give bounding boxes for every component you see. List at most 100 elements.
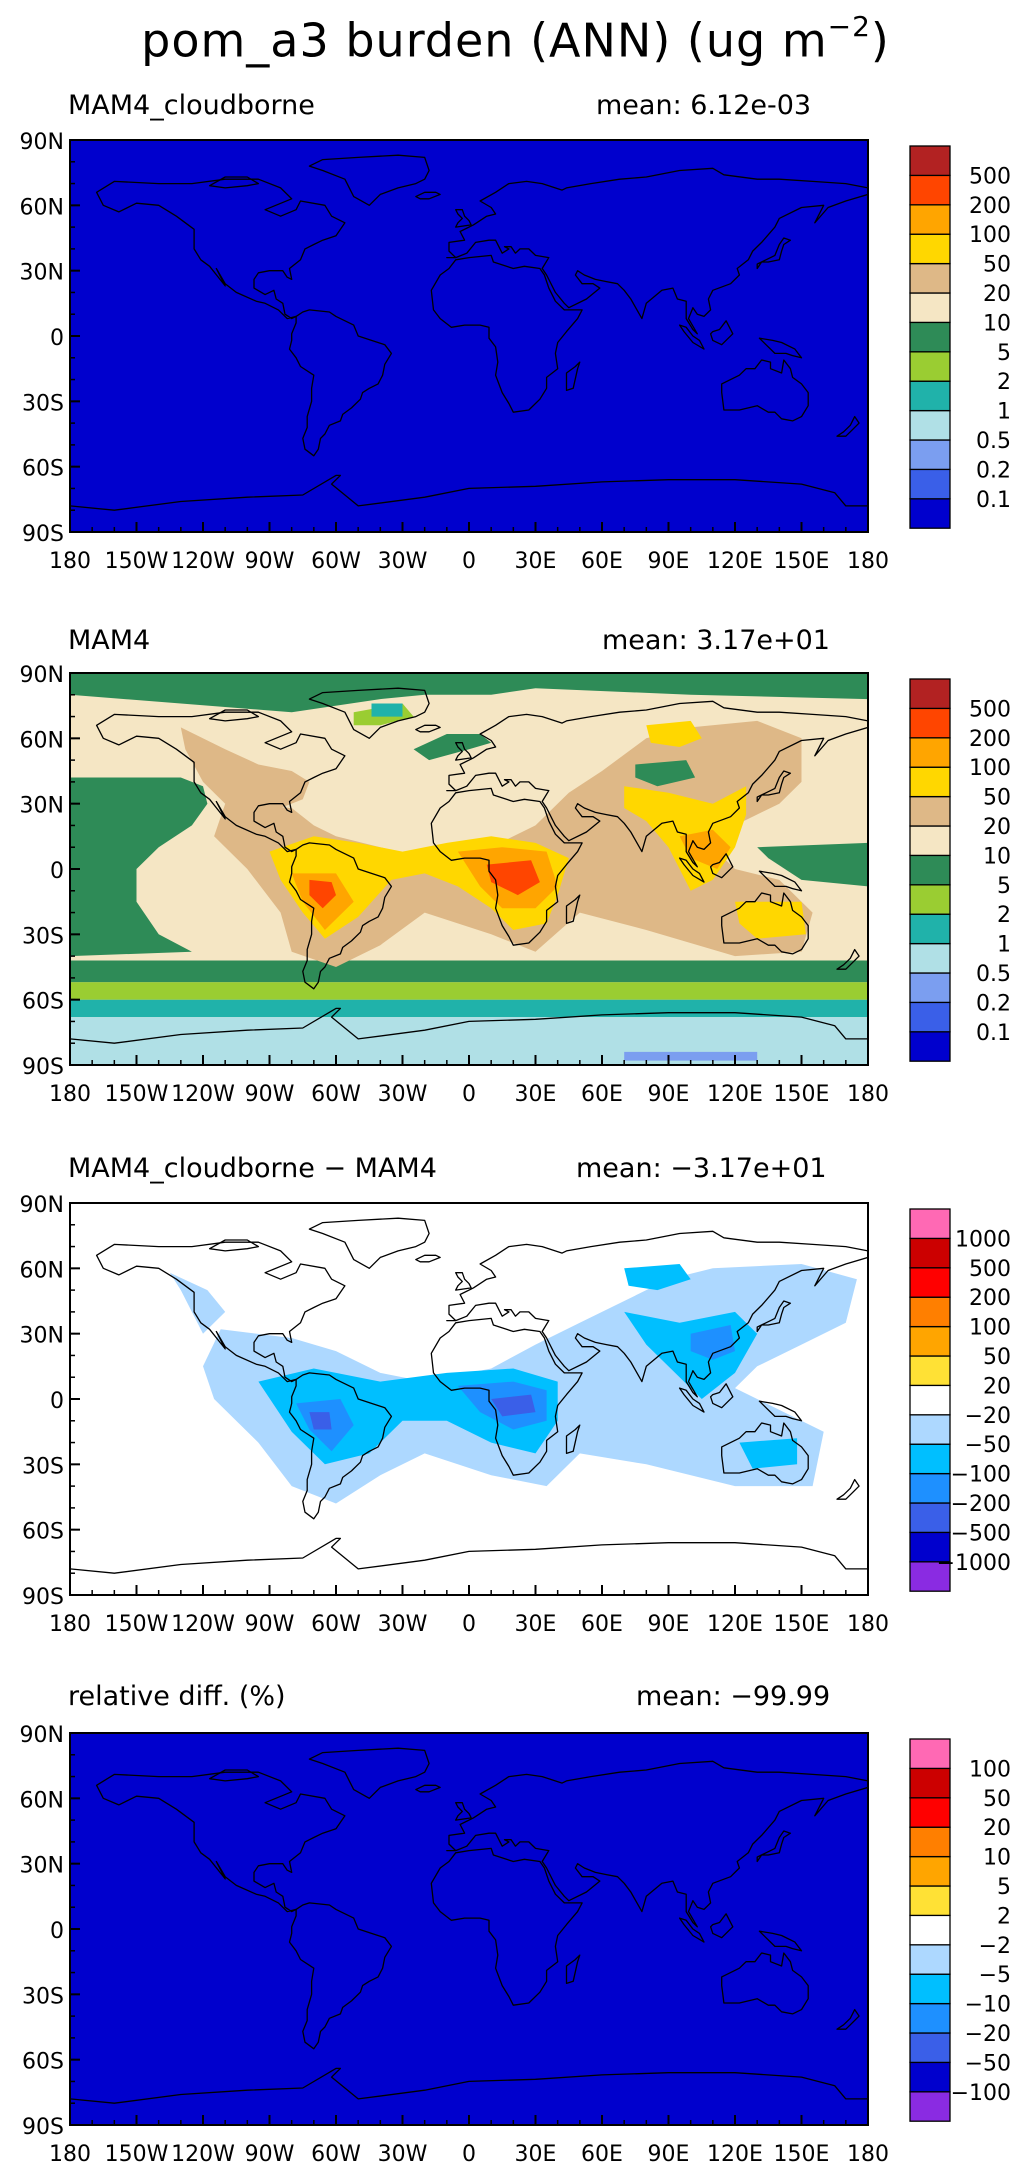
lon-tick-label: 90E	[648, 2142, 690, 2167]
lon-tick-label: 60W	[311, 1082, 361, 1107]
coastline	[288, 1902, 393, 2050]
lon-tick-label: 30W	[378, 1612, 428, 1637]
coastline	[836, 948, 860, 970]
colorbar-label: −50	[965, 1433, 1011, 1458]
lat-tick-label: 60S	[22, 990, 64, 1015]
lon-tick-label: 90E	[648, 549, 690, 574]
lon-tick-label: 120W	[171, 1082, 235, 1107]
colorbar-box	[909, 233, 951, 265]
colorbar-box	[909, 884, 951, 915]
lat-tick-label: 30S	[22, 1454, 64, 1479]
lon-tick-label: 180	[847, 1082, 889, 1107]
colorbar-label: 100	[969, 223, 1011, 248]
colorbar-label: 100	[969, 1757, 1011, 1782]
lat-tick-label: 30N	[20, 794, 64, 819]
colorbar-box	[909, 1296, 951, 1328]
colorbar-label: 0.5	[976, 429, 1011, 454]
lon-tick-label: 120E	[707, 1082, 763, 1107]
field-contour-region	[70, 999, 868, 1018]
lon-tick-label: 150E	[774, 2142, 830, 2167]
coastline	[308, 687, 430, 739]
coastline	[308, 1217, 430, 1269]
colorbar-box	[909, 380, 951, 412]
lon-tick-label: 90E	[648, 1612, 690, 1637]
colorbar-label: −100	[951, 2081, 1011, 2106]
lon-tick-label: 180	[49, 1612, 91, 1637]
coastline	[721, 1952, 809, 2015]
coastline	[721, 1422, 809, 1485]
lon-tick-label: 120E	[707, 549, 763, 574]
colorbar-box	[909, 1355, 951, 1387]
field-contour-region	[491, 1394, 536, 1417]
lon-tick-label: 150W	[105, 2142, 169, 2167]
lat-tick-label: 60S	[22, 457, 64, 482]
coastline	[721, 359, 809, 422]
coastline	[709, 1913, 734, 1939]
colorbar-box	[909, 321, 951, 353]
panel-1-label: MAM4_cloudborne	[68, 90, 315, 121]
coastline	[678, 324, 705, 350]
field-fill	[70, 1733, 868, 2125]
colorbar-box	[909, 1561, 951, 1592]
lon-tick-label: 0	[462, 549, 476, 574]
colorbar-label: −10	[965, 1993, 1011, 2018]
colorbar-box	[909, 1914, 951, 1946]
colorbar-box	[909, 2061, 951, 2093]
field-contour-region	[635, 760, 696, 787]
coastline	[415, 191, 441, 200]
lon-tick-label: 180	[49, 2142, 91, 2167]
colorbar-label: 2	[997, 370, 1011, 395]
lat-tick-label: 90S	[22, 1585, 64, 1610]
colorbar-4: −100 −50 −20 −10 −5 −2 2 5 10 20 50 100	[909, 1738, 1011, 2122]
lon-tick-label: 150W	[105, 549, 169, 574]
lon-tick-label: 60E	[581, 1612, 623, 1637]
colorbar-box	[909, 1973, 951, 2005]
colorbar-label: −100	[951, 1463, 1011, 1488]
lon-tick-label: 60W	[311, 549, 361, 574]
colorbar-label: 0.2	[976, 458, 1011, 483]
coastline	[415, 724, 441, 733]
colorbar-label: 20	[983, 282, 1011, 307]
coastline	[208, 1769, 260, 1782]
lat-tick-label: 0	[50, 1919, 64, 1944]
colorbar-box	[909, 825, 951, 857]
coastline	[95, 711, 346, 853]
colorbar-label: 5	[997, 1875, 1011, 1900]
colorbar-box	[909, 737, 951, 768]
coastline	[430, 1317, 583, 1476]
colorbar-label: 200	[969, 194, 1011, 219]
panel-4-mean: mean: −99.99	[636, 1681, 831, 1712]
lon-tick-label: 30E	[515, 1612, 557, 1637]
lon-tick-label: 90W	[245, 1612, 295, 1637]
colorbar-label: −20	[965, 1404, 1011, 1429]
lon-tick-label: 120E	[707, 1612, 763, 1637]
lon-tick-label: 30E	[515, 549, 557, 574]
colorbar-label: 2	[997, 903, 1011, 928]
coastline	[430, 254, 583, 413]
field-contour-region	[624, 1051, 758, 1061]
lon-tick-label: 90E	[648, 1082, 690, 1107]
field-contour-region	[309, 1412, 332, 1430]
coastline	[95, 1241, 346, 1383]
lon-tick-label: 60E	[581, 2142, 623, 2167]
coastline	[208, 709, 260, 722]
lon-tick-label: 30E	[515, 1082, 557, 1107]
coastline	[565, 361, 581, 392]
colorbar-box	[909, 2091, 951, 2122]
colorbar-box	[909, 439, 951, 471]
field-contour-region	[70, 673, 868, 713]
colorbar-box	[909, 1384, 951, 1416]
lon-tick-label: 180	[847, 2142, 889, 2167]
colorbar-box	[909, 1885, 951, 1917]
coastline	[430, 1847, 583, 2006]
coastline	[709, 1383, 734, 1409]
lat-tick-label: 60N	[20, 1788, 64, 1813]
colorbar-label: 1	[997, 933, 1011, 958]
panel-2-label: MAM4	[68, 625, 151, 656]
coastline	[95, 178, 346, 320]
colorbar-box	[909, 795, 951, 827]
colorbar-box	[909, 145, 951, 177]
lon-tick-label: 60E	[581, 549, 623, 574]
